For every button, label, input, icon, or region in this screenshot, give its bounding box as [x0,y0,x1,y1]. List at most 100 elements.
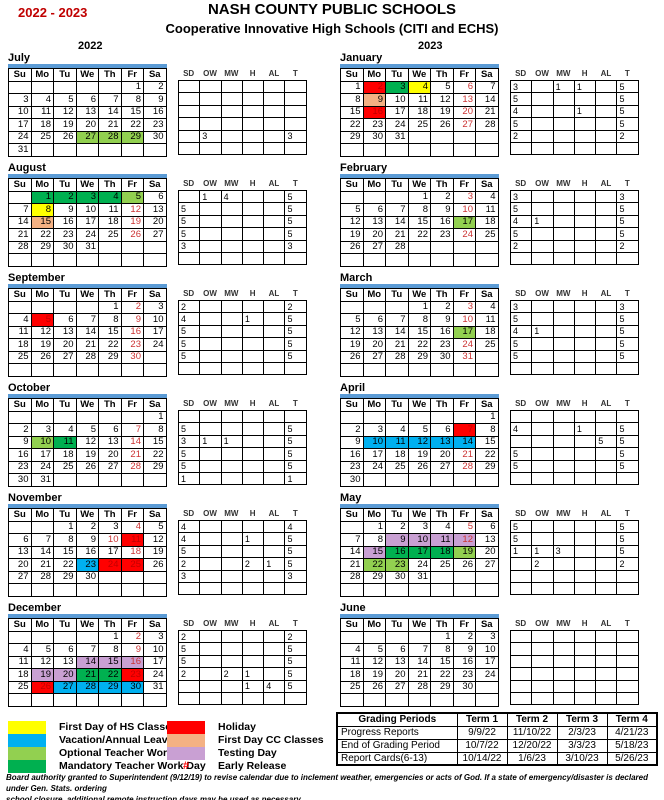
day-cell: 7 [385,313,409,327]
day-cell: 16 [120,325,144,339]
day-cell: 14 [30,545,54,559]
stat-cell [177,581,201,596]
stat-cell [263,349,286,363]
stat-cell [220,679,243,693]
day-cell: 5 [362,643,386,657]
stat-cell [220,227,243,241]
stat-cell [263,104,286,119]
stat-cell [199,79,222,94]
day-cell: 3 [98,520,122,534]
stat-cell: 5 [177,324,201,339]
weekday-header: We [75,398,99,412]
day-cell: 7 [340,533,364,547]
day-cell: 5 [30,313,54,327]
day-cell: 27 [75,130,99,144]
stat-cell: 3 [284,239,307,253]
stat-cell: 5 [509,202,533,216]
day-cell: 28 [385,240,409,254]
weekday-header: Sa [143,618,167,632]
stat-cell [552,459,575,473]
stat-cell: 5 [509,92,533,106]
day-cell [30,630,54,644]
day-cell: 14 [385,215,409,229]
day-cell [30,583,54,597]
stat-cell [573,227,597,241]
week-row: 4 5 6 7 8 9 10 [8,313,167,327]
day-cell: 11 [8,655,32,669]
stat-header: H [581,69,588,78]
day-cell [362,693,386,707]
stat-header: MW [556,399,571,408]
stat-cell [552,642,575,656]
stat-cell [241,104,265,119]
day-cell: 31 [407,570,431,584]
day-cell: 2 [8,423,32,437]
month-title: January [340,52,383,64]
day-cell [407,240,431,254]
month-title: July [8,52,31,64]
stat-cell [509,141,533,156]
day-cell: 21 [75,338,99,352]
month-title: November [8,492,62,504]
day-cell [98,363,122,377]
stat-cell [199,214,222,229]
stat-column-headers: SD OW MW H AL T [178,69,306,78]
stat-cell [199,251,222,266]
stat-cell [595,251,618,266]
day-cell [385,410,409,424]
stat-cell [573,519,597,534]
day-cell: 2 [53,190,77,204]
stat-cell: 5 [616,532,639,546]
stat-cell [220,569,243,583]
stat-cell [220,422,243,436]
stat-cell [220,324,243,339]
day-cell: 12 [143,533,167,547]
stat-cell [284,251,307,266]
stat-cell [573,667,597,681]
weekday-header: Sa [143,178,167,192]
stat-header: OW [535,69,549,78]
stat-cell [263,409,286,424]
stat-cell [199,642,222,656]
week-row: 4 5 6 7 8 9 10 [340,643,499,657]
stat-row [177,92,307,106]
day-cell: 7 [452,423,476,437]
stat-cell [531,434,554,449]
stat-header: AL [268,289,280,298]
stat-cell [199,202,222,216]
stat-column-headers: SD OW MW H AL T [178,509,306,518]
stat-cell [552,337,575,351]
weekday-header: Tu [53,288,77,302]
day-cell [75,410,99,424]
stat-header: H [249,619,256,628]
stat-cell [531,667,554,681]
day-cell [75,473,99,487]
stat-cell: 4 [509,104,533,119]
stat-header: H [249,509,256,518]
week-row: 10 11 12 13 14 15 16 [8,105,167,119]
stat-cell [284,141,307,156]
day-cell: 9 [430,203,454,217]
weekday-header: Tu [53,508,77,522]
stat-cell [220,361,243,376]
stat-cell [595,324,618,339]
weekday-header: Fr [452,398,476,412]
stat-cell [595,667,618,681]
stat-cell [199,104,222,119]
stat-cell [220,532,243,546]
legend-label: Vacation/Annual Leave [59,734,174,746]
stat-cell [595,544,618,559]
week-row: 7 8 9 10 11 12 13 [8,203,167,217]
day-cell: 23 [120,338,144,352]
day-cell: 21 [120,448,144,462]
day-cell: 21 [475,105,499,119]
stat-cell: 5 [284,667,307,681]
day-cell: 18 [475,325,499,339]
day-cell: 15 [143,435,167,449]
month-underline-bar [8,394,167,398]
